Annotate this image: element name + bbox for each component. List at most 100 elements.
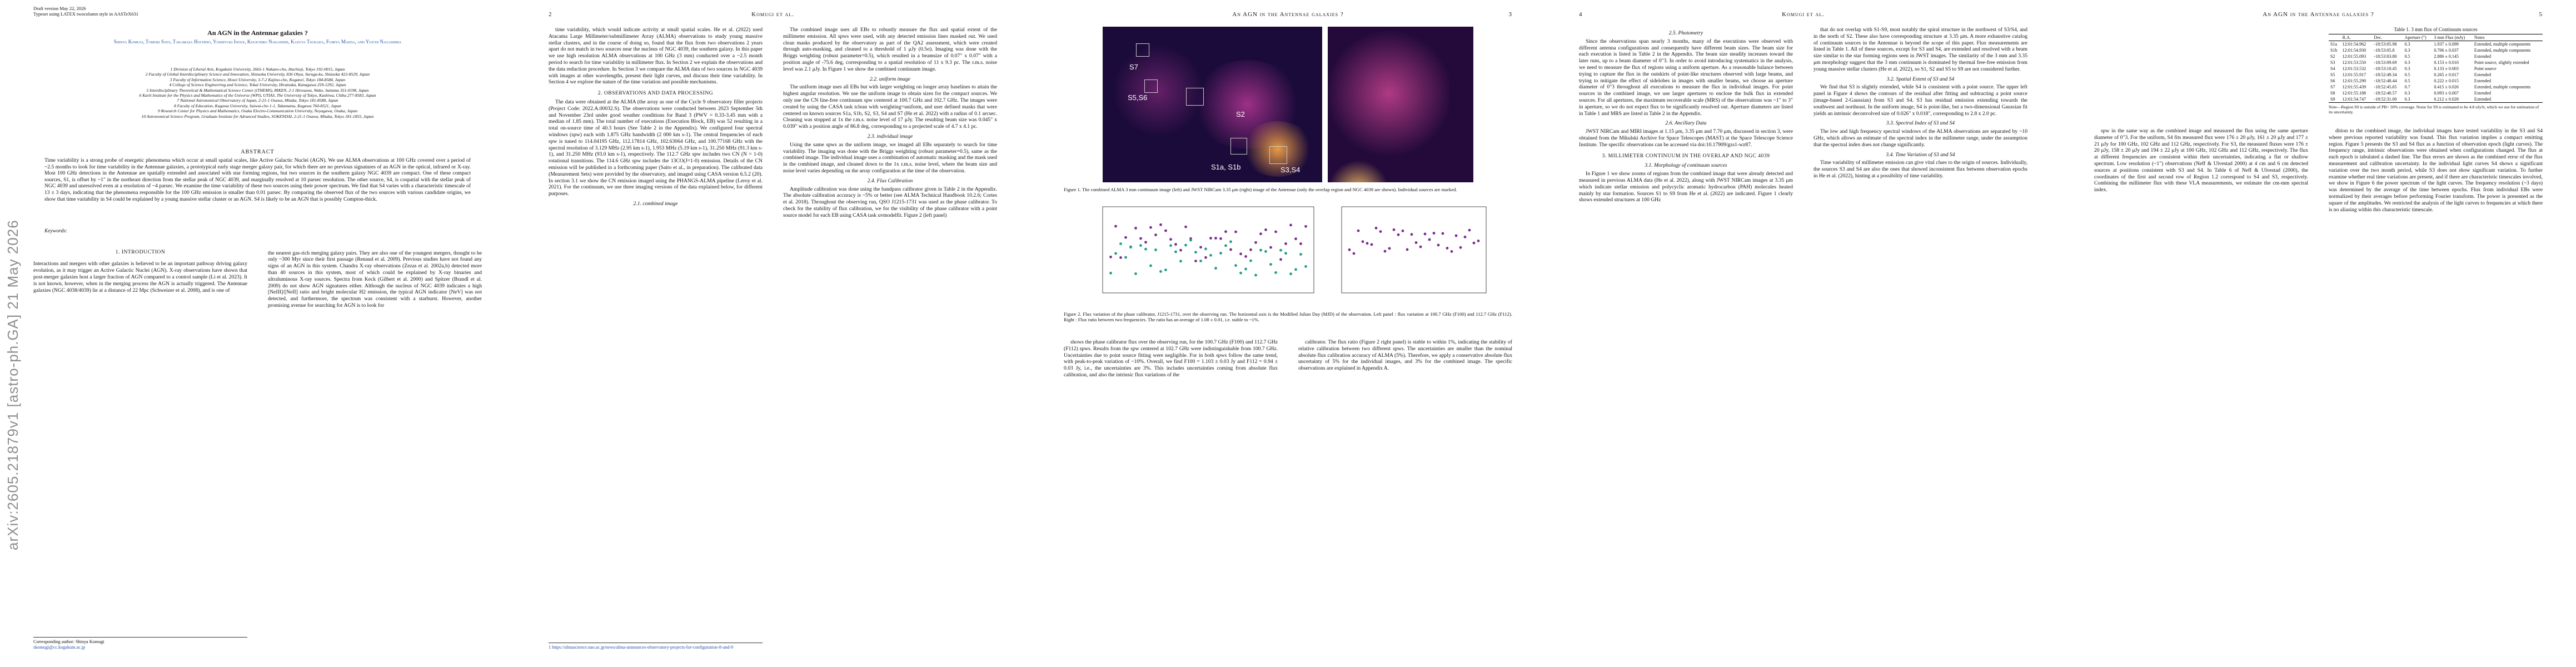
data-point xyxy=(1224,230,1227,233)
table-cell: 0.3 xyxy=(2404,42,2410,47)
paragraph: Time variability of millimeter emission … xyxy=(1813,160,2027,179)
table-cell: -18:53:05.8 xyxy=(2374,48,2395,53)
data-point xyxy=(1264,250,1267,253)
plot-frame xyxy=(1341,206,1487,293)
table-cell: 0.3 xyxy=(2404,48,2410,53)
table-cell: 0.7 xyxy=(2404,84,2410,89)
data-point xyxy=(1214,267,1217,270)
figure2-flux-chart xyxy=(1102,206,1314,293)
data-point xyxy=(1204,256,1207,259)
paragraph: spw in the same way as the combined imag… xyxy=(2094,128,2308,193)
table-cell: 12:01:55.290 xyxy=(2342,78,2366,83)
data-point xyxy=(1370,243,1373,246)
data-point xyxy=(1209,237,1212,240)
running-title: Komugi et al. xyxy=(1782,11,1825,18)
data-point xyxy=(1149,264,1152,267)
data-point xyxy=(1179,248,1182,252)
table-cell: Extended, multiple components xyxy=(2474,42,2531,47)
running-title: Komugi et al. xyxy=(751,11,794,18)
subsection-heading: 3.3. Spectral Index of S3 and S4 xyxy=(1886,120,1955,127)
table-cell: -18:52:48.44 xyxy=(2374,78,2397,83)
table-row: S5 12:01:55.917 -18:52:49.34 0.5 0.265 ± 0.0… xyxy=(2329,72,2543,78)
data-point xyxy=(1249,248,1252,251)
data-point xyxy=(1279,248,1282,252)
paragraph: The data were obtained at the ALMA (the … xyxy=(549,98,763,197)
data-point xyxy=(1294,237,1297,241)
author-list[interactable]: Shinya Komugi, Tomoki Sato, Takamasa Hoc… xyxy=(113,39,402,44)
data-point xyxy=(1114,225,1117,228)
source-label-s3-s4: S3,S4 xyxy=(1280,166,1301,174)
corresponding-author: Corresponding author: Shinya Komugi skom… xyxy=(33,637,247,650)
paragraph: The uniform image uses all EBs but with … xyxy=(783,84,997,130)
column-right: calibrator. The flux ratio (Figure 2 rig… xyxy=(1298,339,1512,373)
table-cell: 0.212 ± 0.028 xyxy=(2432,96,2473,103)
footnote[interactable]: 1 https://almascience.nao.ac.jp/news/alm… xyxy=(549,643,763,650)
data-point xyxy=(1149,226,1152,229)
figure1-caption: Figure 1. The combined ALMA 3 mm continu… xyxy=(1064,187,1457,192)
table-cell: Point source, slightly extended xyxy=(2474,60,2529,65)
abstract-heading: ABSTRACT xyxy=(241,149,275,155)
table-cell: 0.706 ± 0.037 xyxy=(2434,48,2459,53)
page-1: arXiv:2605.21879v1 [astro-ph.GA] 21 May … xyxy=(0,0,515,667)
data-point xyxy=(1199,260,1202,262)
table-cell: -18:52:49.34 xyxy=(2374,72,2397,77)
table-cell: 0.153 ± 0.010 xyxy=(2434,60,2459,65)
data-point xyxy=(1289,272,1292,276)
subsection-heading: 3.1. Morphology of continuum sources xyxy=(1645,162,1727,169)
affiliation: 6 Kavli Institute for the Physics and Ma… xyxy=(139,93,376,98)
table-row: S7 12:01:55.439 -18:52:45.65 0.7 0.415 ± 0.0… xyxy=(2329,84,2543,90)
data-point xyxy=(1134,272,1137,275)
source-label-s1a-s1b: S1a, S1b xyxy=(1211,163,1241,171)
data-point xyxy=(1477,240,1480,242)
table-cell: S5 xyxy=(2330,72,2335,77)
table-cell: 12:01:55.439 xyxy=(2342,84,2366,89)
data-point xyxy=(1114,252,1117,255)
data-point xyxy=(1154,233,1157,236)
data-point xyxy=(1274,271,1277,274)
affiliation: 9 Research Center for Physics and Mathem… xyxy=(157,108,358,114)
data-point xyxy=(1269,246,1272,249)
data-point xyxy=(1169,244,1172,247)
table-cell: 0.093 ± 0.007 xyxy=(2434,91,2459,96)
data-point xyxy=(1199,246,1202,249)
table-cell: 0.415 ± 0.026 xyxy=(2434,84,2459,89)
source-label-s5-s6: S5,S6 xyxy=(1128,93,1148,102)
table-body: S1a 12:01:54.962 -18:53:05.98 0.3 1.937 ± 0.… xyxy=(2329,41,2543,103)
arxiv-sidebar: arXiv:2605.21879v1 [astro-ph.GA] 21 May … xyxy=(4,128,21,550)
draft-version: Draft version May 22, 2026 xyxy=(33,6,86,11)
data-point xyxy=(1209,253,1212,257)
table-cell: 0.3 xyxy=(2404,66,2410,71)
data-point xyxy=(1450,250,1453,253)
author-email[interactable]: skomugi@cc.kogakuin.ac.jp xyxy=(33,645,86,650)
data-point xyxy=(1274,230,1277,233)
data-point xyxy=(1249,259,1252,262)
page-3: An AGN in the Antennae galaxies ? 3 S7 S… xyxy=(1030,0,1546,667)
data-point xyxy=(1179,260,1182,263)
data-point xyxy=(1124,236,1127,239)
table-title: Table 1. 3 mm flux of Continuum sources xyxy=(2394,27,2478,32)
table-cell: 12:01:54.930 xyxy=(2342,48,2366,53)
table-row: S4 12:01:53.532 -18:53:10.45 0.3 0.133 ± 0.0… xyxy=(2329,66,2543,72)
data-point xyxy=(1129,246,1132,249)
data-point xyxy=(1259,232,1262,236)
paper-title: An AGN in the Antennae galaxies ? xyxy=(207,29,308,37)
data-point xyxy=(1159,270,1162,273)
data-point xyxy=(1139,244,1142,247)
table-cell: S3 xyxy=(2330,60,2335,65)
source-label-s7: S7 xyxy=(1129,63,1138,71)
page-2: 2 Komugi et al. time variability, which … xyxy=(515,0,1030,667)
corresponding-label: Corresponding author: Shinya Komugi xyxy=(33,639,104,644)
running-head: An AGN in the Antennae galaxies ? 3 xyxy=(1064,11,1512,20)
table-cell: 12:01:53.532 xyxy=(2342,66,2366,71)
table-cell: 1.937 ± 0.099 xyxy=(2434,42,2459,47)
table-cell: 12:01:55.917 xyxy=(2342,72,2366,77)
subsection-heading: 3.4. Time Variation of S3 and S4 xyxy=(1886,151,1955,158)
table-cell: Extended xyxy=(2474,72,2492,77)
table-cell: 12:01:54.747 xyxy=(2340,96,2373,103)
running-head: 2 Komugi et al. xyxy=(549,11,997,20)
data-point xyxy=(1392,228,1396,231)
keywords: Keywords: xyxy=(44,228,68,234)
data-point xyxy=(1472,241,1476,245)
data-point xyxy=(1289,223,1292,227)
table-cell: S8 xyxy=(2330,91,2335,96)
